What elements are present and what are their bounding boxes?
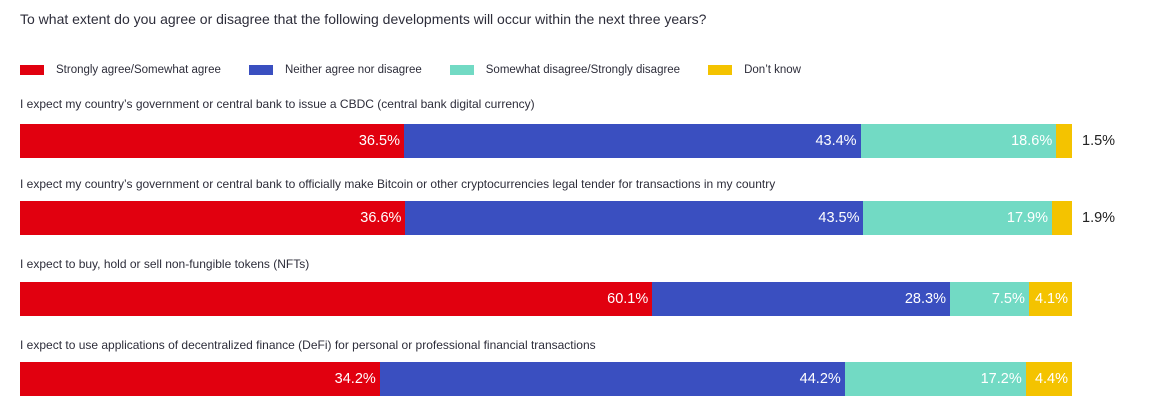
data-label-dont-know: 4.1% [1034,291,1068,307]
bar-segment-dont-know [1056,124,1072,158]
data-label-disagree: 17.9% [1006,210,1048,226]
legend-item-disagree: Somewhat disagree/Strongly disagree [449,64,681,76]
data-label-strongly-agree: 36.6% [360,210,402,226]
bar-row-3: 60.1% 28.3% 7.5% 4.1% [20,282,1072,316]
bar-segment-neither [403,124,861,158]
data-label-strongly-agree: 36.5% [358,133,400,149]
bar-row-4: 34.2% 44.2% 17.2% 4.4% [20,362,1072,396]
chart-title: To what extent do you agree or disagree … [20,11,707,27]
legend-item-dont-know: Don’t know [708,64,801,76]
question-label-2: I expect my country’s government or cent… [20,177,776,191]
legend-swatch-disagree [449,65,474,75]
bar-segment-disagree [949,282,1029,316]
legend-swatch-strongly-agree [20,65,44,75]
data-label-neither: 44.2% [799,371,841,387]
bar-segment-disagree [863,201,1052,235]
data-label-disagree: 18.6% [1011,133,1053,149]
bar-row-1: 36.5% 43.4% 18.6% 1.5% [20,124,1115,158]
question-label-1: I expect my country’s government or cent… [20,97,535,111]
data-label-disagree: 7.5% [991,291,1025,307]
data-label-disagree: 17.2% [980,371,1022,387]
legend-label-strongly-agree: Strongly agree/Somewhat agree [56,64,221,76]
data-label-dont-know: 1.5% [1082,133,1116,149]
bar-segment-neither [405,201,864,235]
legend-label-dont-know: Don’t know [744,64,801,76]
bar-segment-disagree [844,362,1026,396]
legend-item-strongly-agree: Strongly agree/Somewhat agree [20,64,221,76]
data-label-strongly-agree: 60.1% [607,291,649,307]
bar-segment-strongly-agree [20,201,406,235]
legend-item-neither: Neither agree nor disagree [248,64,422,76]
bar-segment-strongly-agree [20,282,653,316]
data-label-dont-know: 4.4% [1034,371,1068,387]
bar-segment-neither [379,362,845,396]
bar-segment-dont-know [1051,201,1072,235]
bar-row-2: 36.6% 43.5% 17.9% 1.9% [20,201,1115,235]
bar-segment-strongly-agree [20,362,380,396]
question-label-4: I expect to use applications of decentra… [20,338,596,352]
data-label-dont-know: 1.9% [1082,210,1116,226]
bar-segment-dont-know [1028,282,1072,316]
data-label-strongly-agree: 34.2% [334,371,376,387]
bar-segment-disagree [860,124,1057,158]
legend-label-disagree: Somewhat disagree/Strongly disagree [485,64,681,76]
legend-swatch-neither [248,65,273,75]
chart-legend: Strongly agree/Somewhat agree Neither ag… [20,61,829,79]
bar-segment-neither [652,282,950,316]
legend-label-neither: Neither agree nor disagree [284,64,422,76]
legend-swatch-dont-know [708,65,733,75]
data-label-neither: 28.3% [904,291,946,307]
bar-segment-dont-know [1025,362,1072,396]
bar-segment-strongly-agree [20,124,404,158]
data-label-neither: 43.5% [818,210,860,226]
data-label-neither: 43.4% [815,133,857,149]
question-label-3: I expect to buy, hold or sell non-fungib… [20,257,310,271]
